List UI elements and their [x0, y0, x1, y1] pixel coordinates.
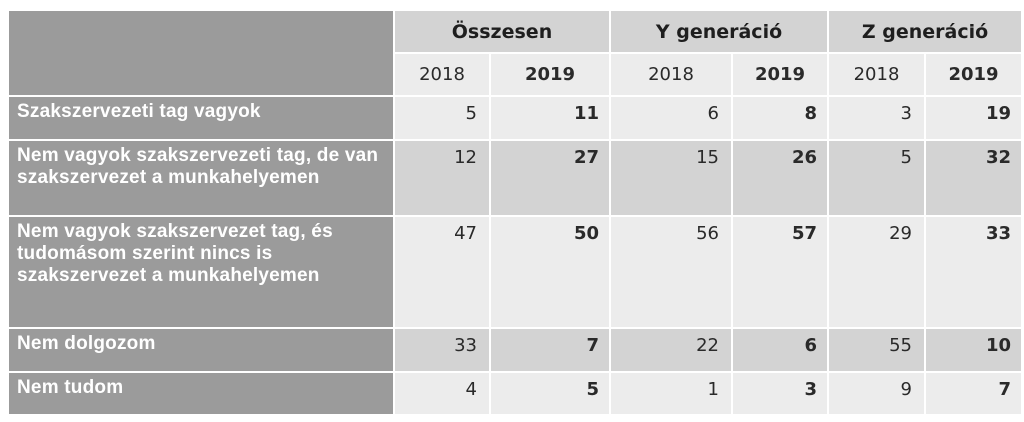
table-row: Nem dolgozom 33 7 22 6 55 10: [7, 327, 1023, 373]
table-row: Szakszervezeti tag vagyok 5 11 6 8 3 19: [7, 95, 1023, 141]
value-cell: 1: [609, 371, 733, 416]
value-cell: 3: [827, 95, 926, 141]
value-cell: 26: [731, 139, 829, 217]
value-cell: 5: [393, 95, 491, 141]
header-year-cell: 2019: [731, 52, 829, 97]
value-cell: 50: [489, 215, 611, 329]
value-cell: 5: [489, 371, 611, 416]
value-cell: 12: [393, 139, 491, 217]
value-cell: 57: [731, 215, 829, 329]
header-year-cell: 2018: [393, 52, 491, 97]
table-row: Nem vagyok szakszervezet tag, és tudomás…: [7, 215, 1023, 329]
value-cell: 47: [393, 215, 491, 329]
row-label: Nem vagyok szakszervezeti tag, de van sz…: [7, 139, 395, 217]
value-cell: 6: [609, 95, 733, 141]
header-group-osszesen: Összesen: [393, 9, 611, 54]
header-year-cell: 2018: [609, 52, 733, 97]
value-cell: 9: [827, 371, 926, 416]
row-label: Szakszervezeti tag vagyok: [7, 95, 395, 141]
table-row: Nem vagyok szakszervezeti tag, de van sz…: [7, 139, 1023, 217]
value-cell: 27: [489, 139, 611, 217]
row-label: Nem dolgozom: [7, 327, 395, 373]
row-label: Nem vagyok szakszervezet tag, és tudomás…: [7, 215, 395, 329]
value-cell: 29: [827, 215, 926, 329]
data-table: Összesen Y generáció Z generáció 2018 20…: [7, 9, 1023, 416]
value-cell: 3: [731, 371, 829, 416]
row-label: Nem tudom: [7, 371, 395, 416]
value-cell: 15: [609, 139, 733, 217]
header-year-cell: 2018: [827, 52, 926, 97]
value-cell: 7: [924, 371, 1023, 416]
header-group-y-generacio: Y generáció: [609, 9, 829, 54]
header-year-cell: 2019: [924, 52, 1023, 97]
value-cell: 55: [827, 327, 926, 373]
value-cell: 56: [609, 215, 733, 329]
value-cell: 6: [731, 327, 829, 373]
value-cell: 4: [393, 371, 491, 416]
value-cell: 7: [489, 327, 611, 373]
value-cell: 10: [924, 327, 1023, 373]
value-cell: 33: [393, 327, 491, 373]
value-cell: 8: [731, 95, 829, 141]
table-row: Nem tudom 4 5 1 3 9 7: [7, 371, 1023, 416]
header-blank-cell: [7, 9, 395, 97]
value-cell: 33: [924, 215, 1023, 329]
value-cell: 5: [827, 139, 926, 217]
header-year-cell: 2019: [489, 52, 611, 97]
value-cell: 32: [924, 139, 1023, 217]
header-group-z-generacio: Z generáció: [827, 9, 1023, 54]
value-cell: 19: [924, 95, 1023, 141]
header-group-row: Összesen Y generáció Z generáció: [7, 9, 1023, 97]
value-cell: 11: [489, 95, 611, 141]
value-cell: 22: [609, 327, 733, 373]
header-year-row: 2018 2019 2018 2019 2018 2019: [8, 52, 1023, 97]
